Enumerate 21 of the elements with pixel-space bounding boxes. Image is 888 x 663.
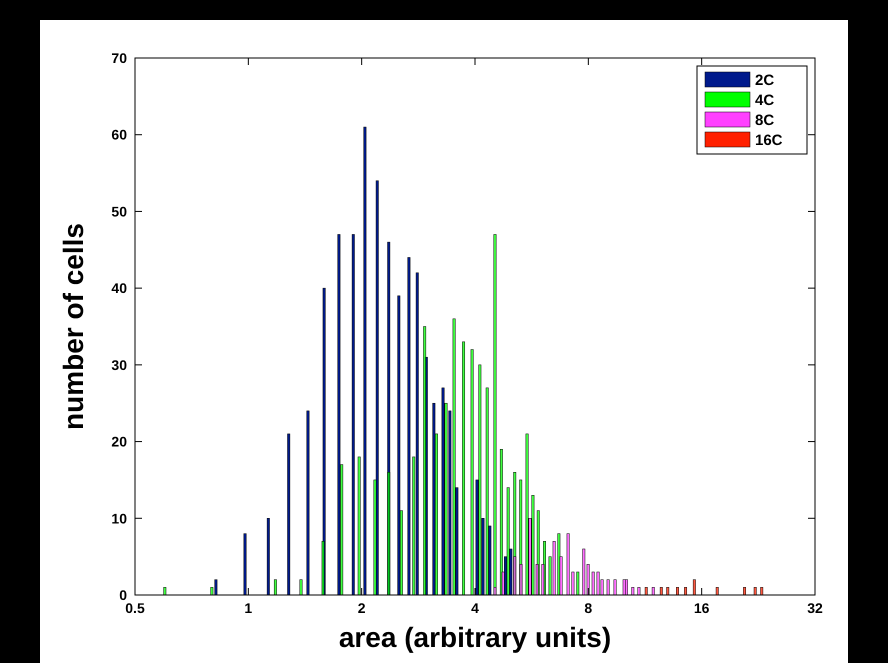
x-tick-label: 0.5 [125, 600, 145, 616]
y-tick-label: 30 [111, 356, 128, 373]
legend-label: 16C [755, 132, 783, 149]
x-tick-label: 8 [584, 600, 592, 616]
y-tick-label: 60 [111, 126, 128, 143]
x-tick-label: 32 [807, 600, 823, 616]
y-tick-label: 70 [111, 50, 128, 66]
y-tick-label: 40 [111, 280, 128, 296]
y-tick-label: 0 [119, 587, 128, 603]
x-axis-title: area (arbitrary units) [338, 622, 612, 653]
y-axis-title: number of cells [58, 223, 89, 430]
legend-label: 8C [755, 112, 774, 129]
y-tick-label: 20 [111, 434, 128, 450]
legend-label: 2C [755, 72, 774, 89]
y-tick-label: 10 [111, 510, 128, 526]
x-tick-label: 16 [694, 600, 710, 616]
legend-label: 4C [755, 92, 774, 109]
x-tick-label: 1 [244, 600, 252, 616]
y-tick-label: 50 [111, 203, 128, 220]
x-tick-label: 2 [358, 600, 366, 616]
x-tick-label: 4 [471, 600, 480, 616]
